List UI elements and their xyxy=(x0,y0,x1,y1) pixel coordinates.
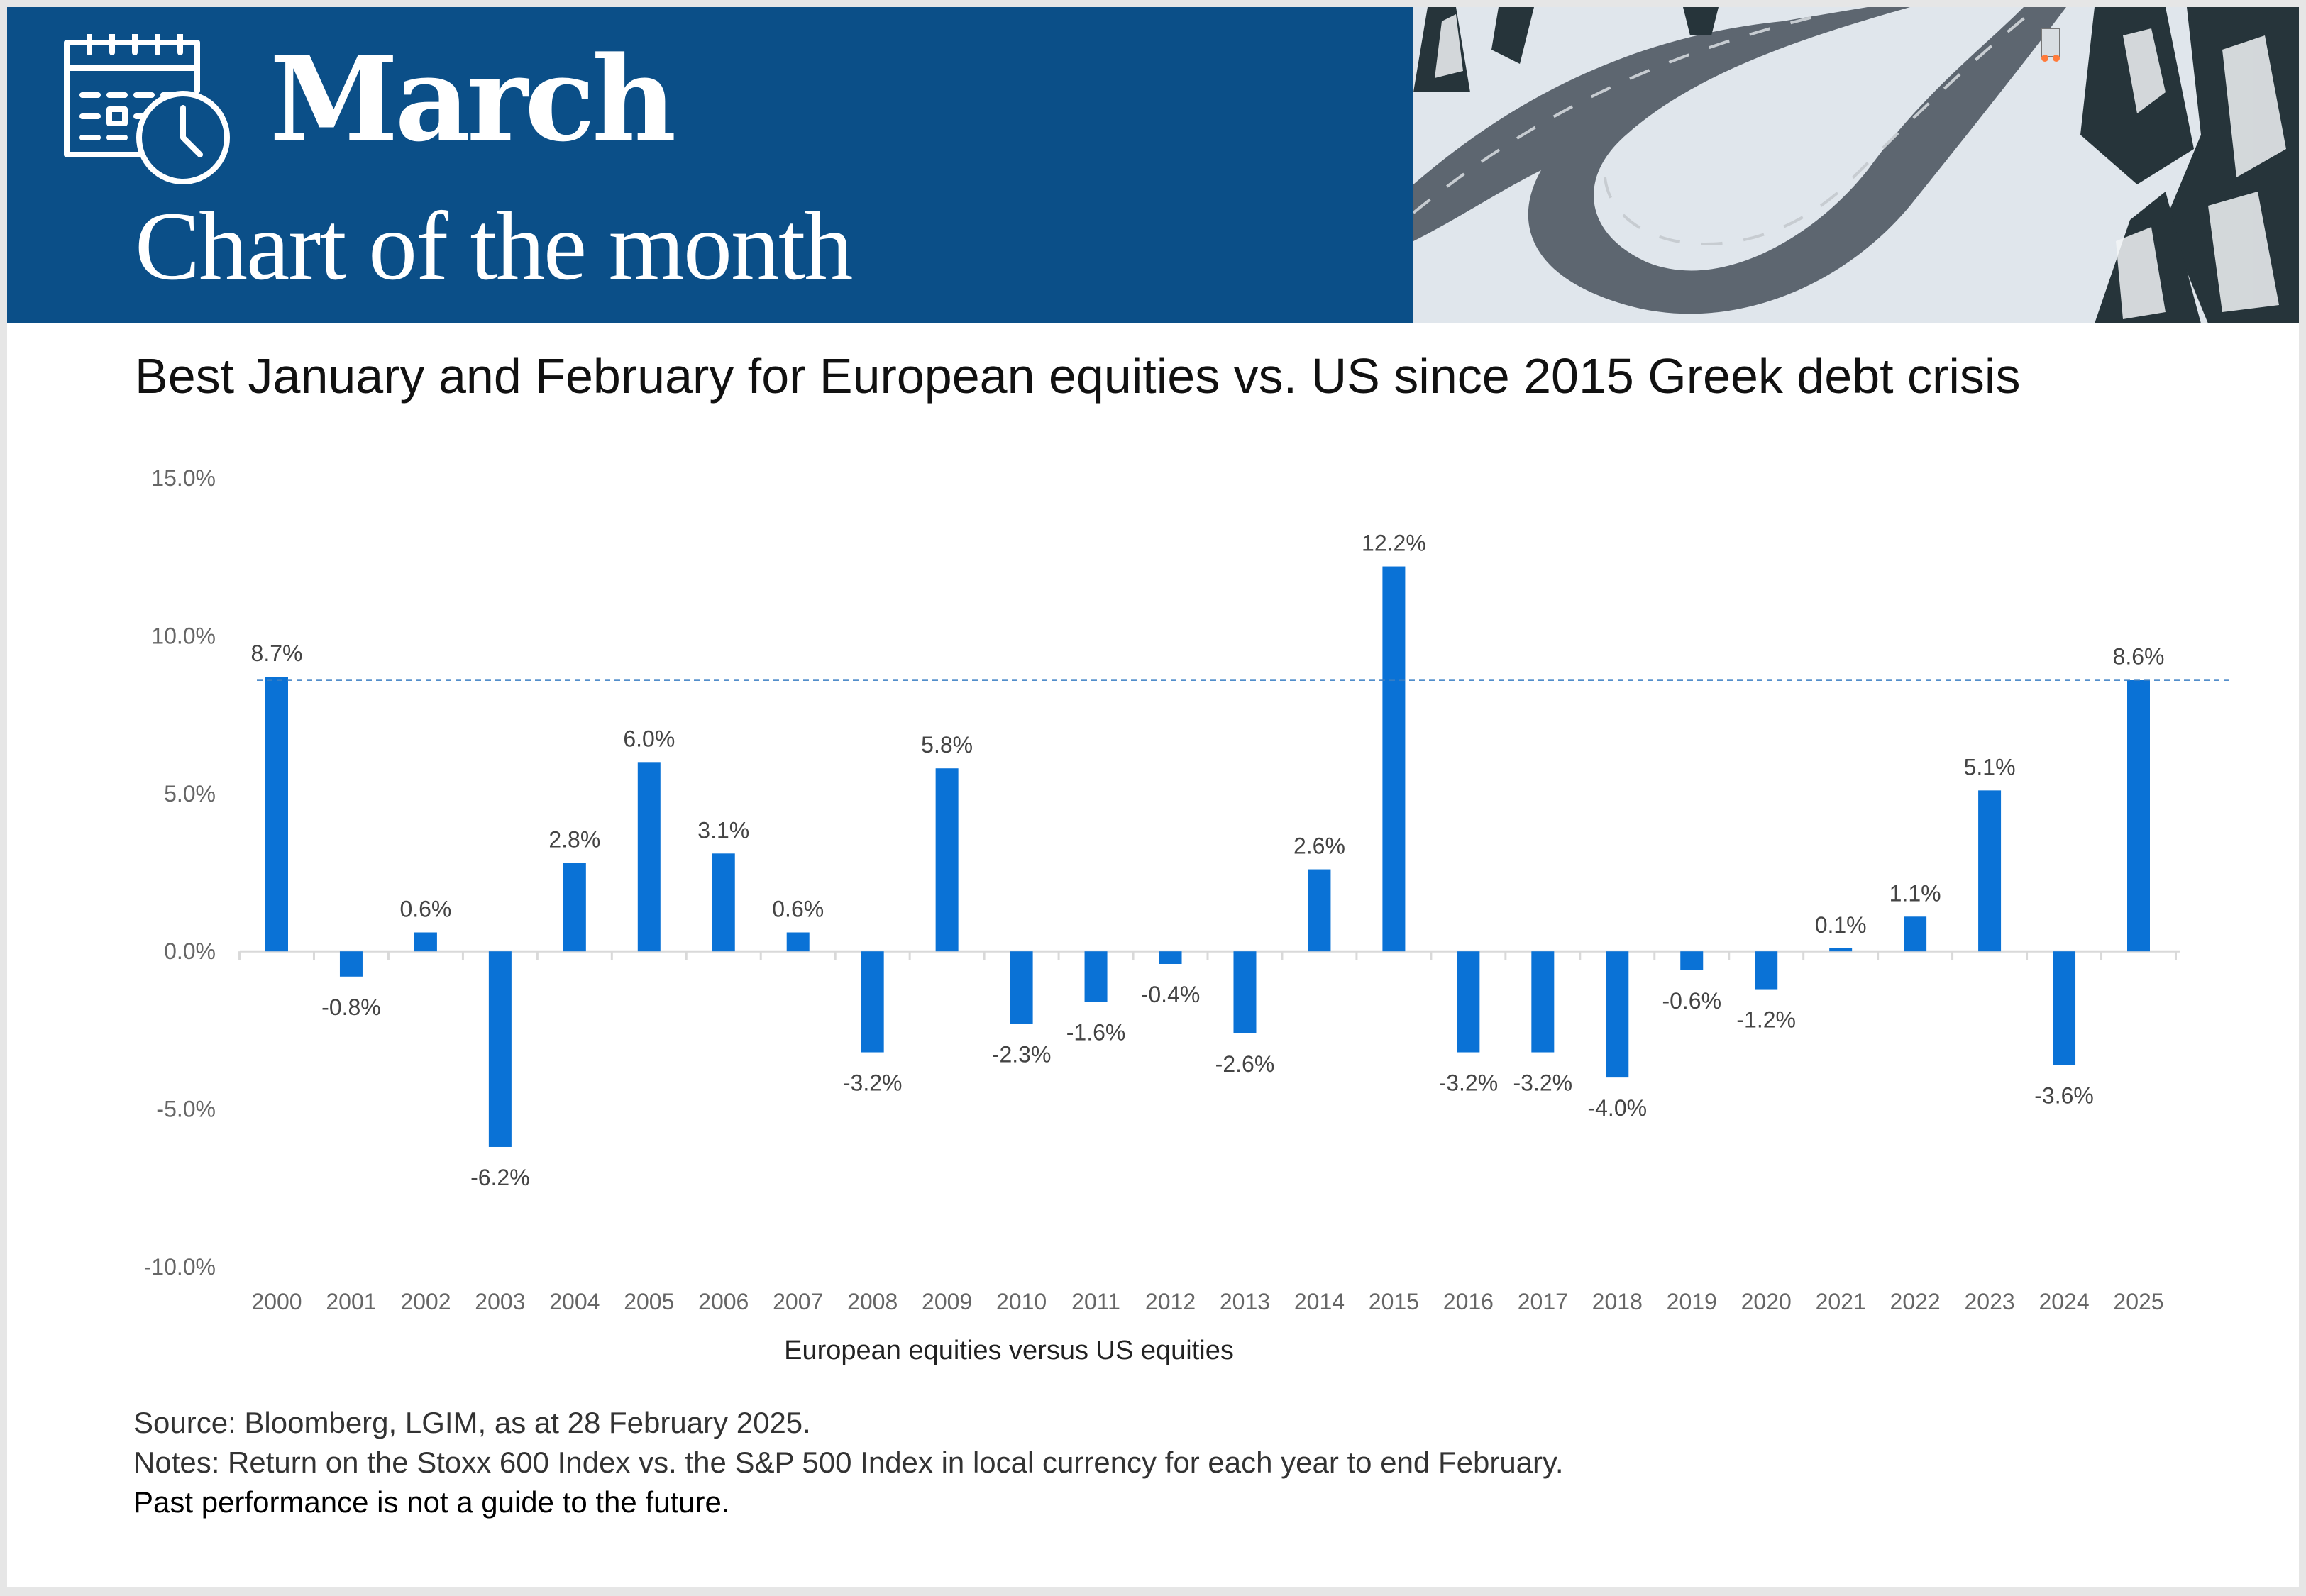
bar-2024 xyxy=(2053,951,2076,1065)
data-label: 12.2% xyxy=(1362,531,1426,556)
x-tick-label: 2018 xyxy=(1592,1289,1643,1314)
series-title: Chart of the month xyxy=(135,192,853,300)
bar-2017 xyxy=(1531,951,1555,1053)
data-label: -3.2% xyxy=(843,1070,903,1096)
x-tick-label: 2021 xyxy=(1816,1289,1866,1314)
snowy-winding-road-photo xyxy=(1413,7,2299,323)
bar-2025 xyxy=(2127,680,2150,952)
bar-2010 xyxy=(1010,951,1033,1024)
y-tick-label: 15.0% xyxy=(151,465,216,491)
bar-2008 xyxy=(861,951,884,1053)
x-tick-label: 2022 xyxy=(1890,1289,1941,1314)
x-tick-label: 2001 xyxy=(326,1289,376,1314)
data-label: 0.6% xyxy=(772,897,824,922)
x-tick-label: 2016 xyxy=(1443,1289,1494,1314)
bar-2020 xyxy=(1755,951,1778,990)
x-tick-label: 2011 xyxy=(1071,1289,1120,1314)
bar-2004 xyxy=(563,863,586,952)
x-tick-label: 2007 xyxy=(773,1289,823,1314)
data-label: -4.0% xyxy=(1587,1095,1647,1121)
data-label: -2.3% xyxy=(992,1042,1052,1068)
y-tick-label: -10.0% xyxy=(144,1254,216,1280)
x-tick-label: 2019 xyxy=(1667,1289,1717,1314)
x-tick-label: 2000 xyxy=(251,1289,302,1314)
data-label: -1.2% xyxy=(1736,1007,1796,1033)
data-label: -0.6% xyxy=(1662,988,1721,1014)
x-tick-label: 2024 xyxy=(2039,1289,2089,1314)
bar-2002 xyxy=(414,932,437,952)
data-label: -3.6% xyxy=(2034,1082,2094,1108)
x-tick-label: 2020 xyxy=(1741,1289,1792,1314)
data-label: -2.6% xyxy=(1215,1051,1275,1077)
data-label: 2.8% xyxy=(548,827,600,853)
bar-2013 xyxy=(1233,951,1257,1033)
x-tick-label: 2023 xyxy=(1964,1289,2014,1314)
calendar-clock-icon xyxy=(64,34,230,184)
x-tick-label: 2006 xyxy=(698,1289,749,1314)
data-label: -6.2% xyxy=(470,1165,530,1190)
data-label: 5.1% xyxy=(1964,754,2016,780)
data-label: -0.8% xyxy=(321,994,381,1020)
data-label: 5.8% xyxy=(921,732,973,758)
page: March Chart of the month Best January an… xyxy=(7,7,2299,1587)
x-tick-label: 2010 xyxy=(996,1289,1047,1314)
data-label: -3.2% xyxy=(1513,1070,1573,1096)
y-tick-label: 0.0% xyxy=(164,938,216,964)
bar-2019 xyxy=(1680,951,1704,970)
data-label: 2.6% xyxy=(1293,833,1345,859)
data-label: 3.1% xyxy=(697,817,749,843)
month-title: March xyxy=(270,31,676,167)
bar-2006 xyxy=(712,853,735,952)
bar-2011 xyxy=(1084,951,1108,1002)
x-tick-label: 2017 xyxy=(1518,1289,1568,1314)
data-label: 8.6% xyxy=(2113,644,2165,670)
x-tick-label: 2012 xyxy=(1145,1289,1196,1314)
bar-2003 xyxy=(488,951,512,1147)
bar-2016 xyxy=(1457,951,1480,1053)
x-tick-label: 2014 xyxy=(1294,1289,1345,1314)
x-tick-label: 2025 xyxy=(2113,1289,2163,1314)
bar-2022 xyxy=(1904,916,1927,952)
data-label: -3.2% xyxy=(1439,1070,1499,1096)
bar-2005 xyxy=(637,762,661,952)
x-tick-label: 2004 xyxy=(549,1289,600,1314)
bar-2001 xyxy=(339,951,363,977)
y-tick-label: 5.0% xyxy=(164,781,216,807)
y-tick-label: 10.0% xyxy=(151,623,216,648)
x-tick-label: 2002 xyxy=(400,1289,451,1314)
data-label: -0.4% xyxy=(1141,982,1201,1007)
disclaimer: Past performance is not a guide to the f… xyxy=(133,1485,730,1519)
x-tick-label: 2005 xyxy=(624,1289,674,1314)
x-tick-label: 2009 xyxy=(922,1289,972,1314)
x-tick-label: 2015 xyxy=(1369,1289,1419,1314)
chart-title: Best January and February for European e… xyxy=(135,348,2021,404)
header-band: March Chart of the month xyxy=(7,7,1413,323)
y-tick-label: -5.0% xyxy=(156,1097,216,1122)
data-label: 8.7% xyxy=(251,641,303,666)
x-axis-title: European equities versus US equities xyxy=(784,1336,1234,1365)
data-label: 0.6% xyxy=(399,897,451,922)
bar-2015 xyxy=(1382,566,1406,952)
data-label: -1.6% xyxy=(1066,1019,1126,1045)
chart: 15.0% 10.0% 5.0% 0.0% -5.0% -10.0% 8.7% 2000 -0.… xyxy=(144,465,2229,1365)
bar-2014 xyxy=(1308,869,1331,952)
notes-line: Notes: Return on the Stoxx 600 Index vs.… xyxy=(133,1446,1564,1479)
bar-2018 xyxy=(1606,951,1629,1078)
bar-2021 xyxy=(1829,948,1853,952)
bar-2007 xyxy=(786,932,810,952)
data-label: 0.1% xyxy=(1815,912,1867,938)
bar-2012 xyxy=(1159,951,1182,964)
bar-2009 xyxy=(935,768,959,952)
source-note: Source: Bloomberg, LGIM, as at 28 Februa… xyxy=(133,1406,811,1439)
x-tick-label: 2008 xyxy=(847,1289,898,1314)
x-tick-label: 2003 xyxy=(475,1289,525,1314)
x-tick-label: 2013 xyxy=(1220,1289,1270,1314)
bar-2023 xyxy=(1978,790,2002,952)
bar-2000 xyxy=(265,677,288,952)
data-label: 6.0% xyxy=(623,726,675,751)
data-label: 1.1% xyxy=(1890,880,1941,906)
